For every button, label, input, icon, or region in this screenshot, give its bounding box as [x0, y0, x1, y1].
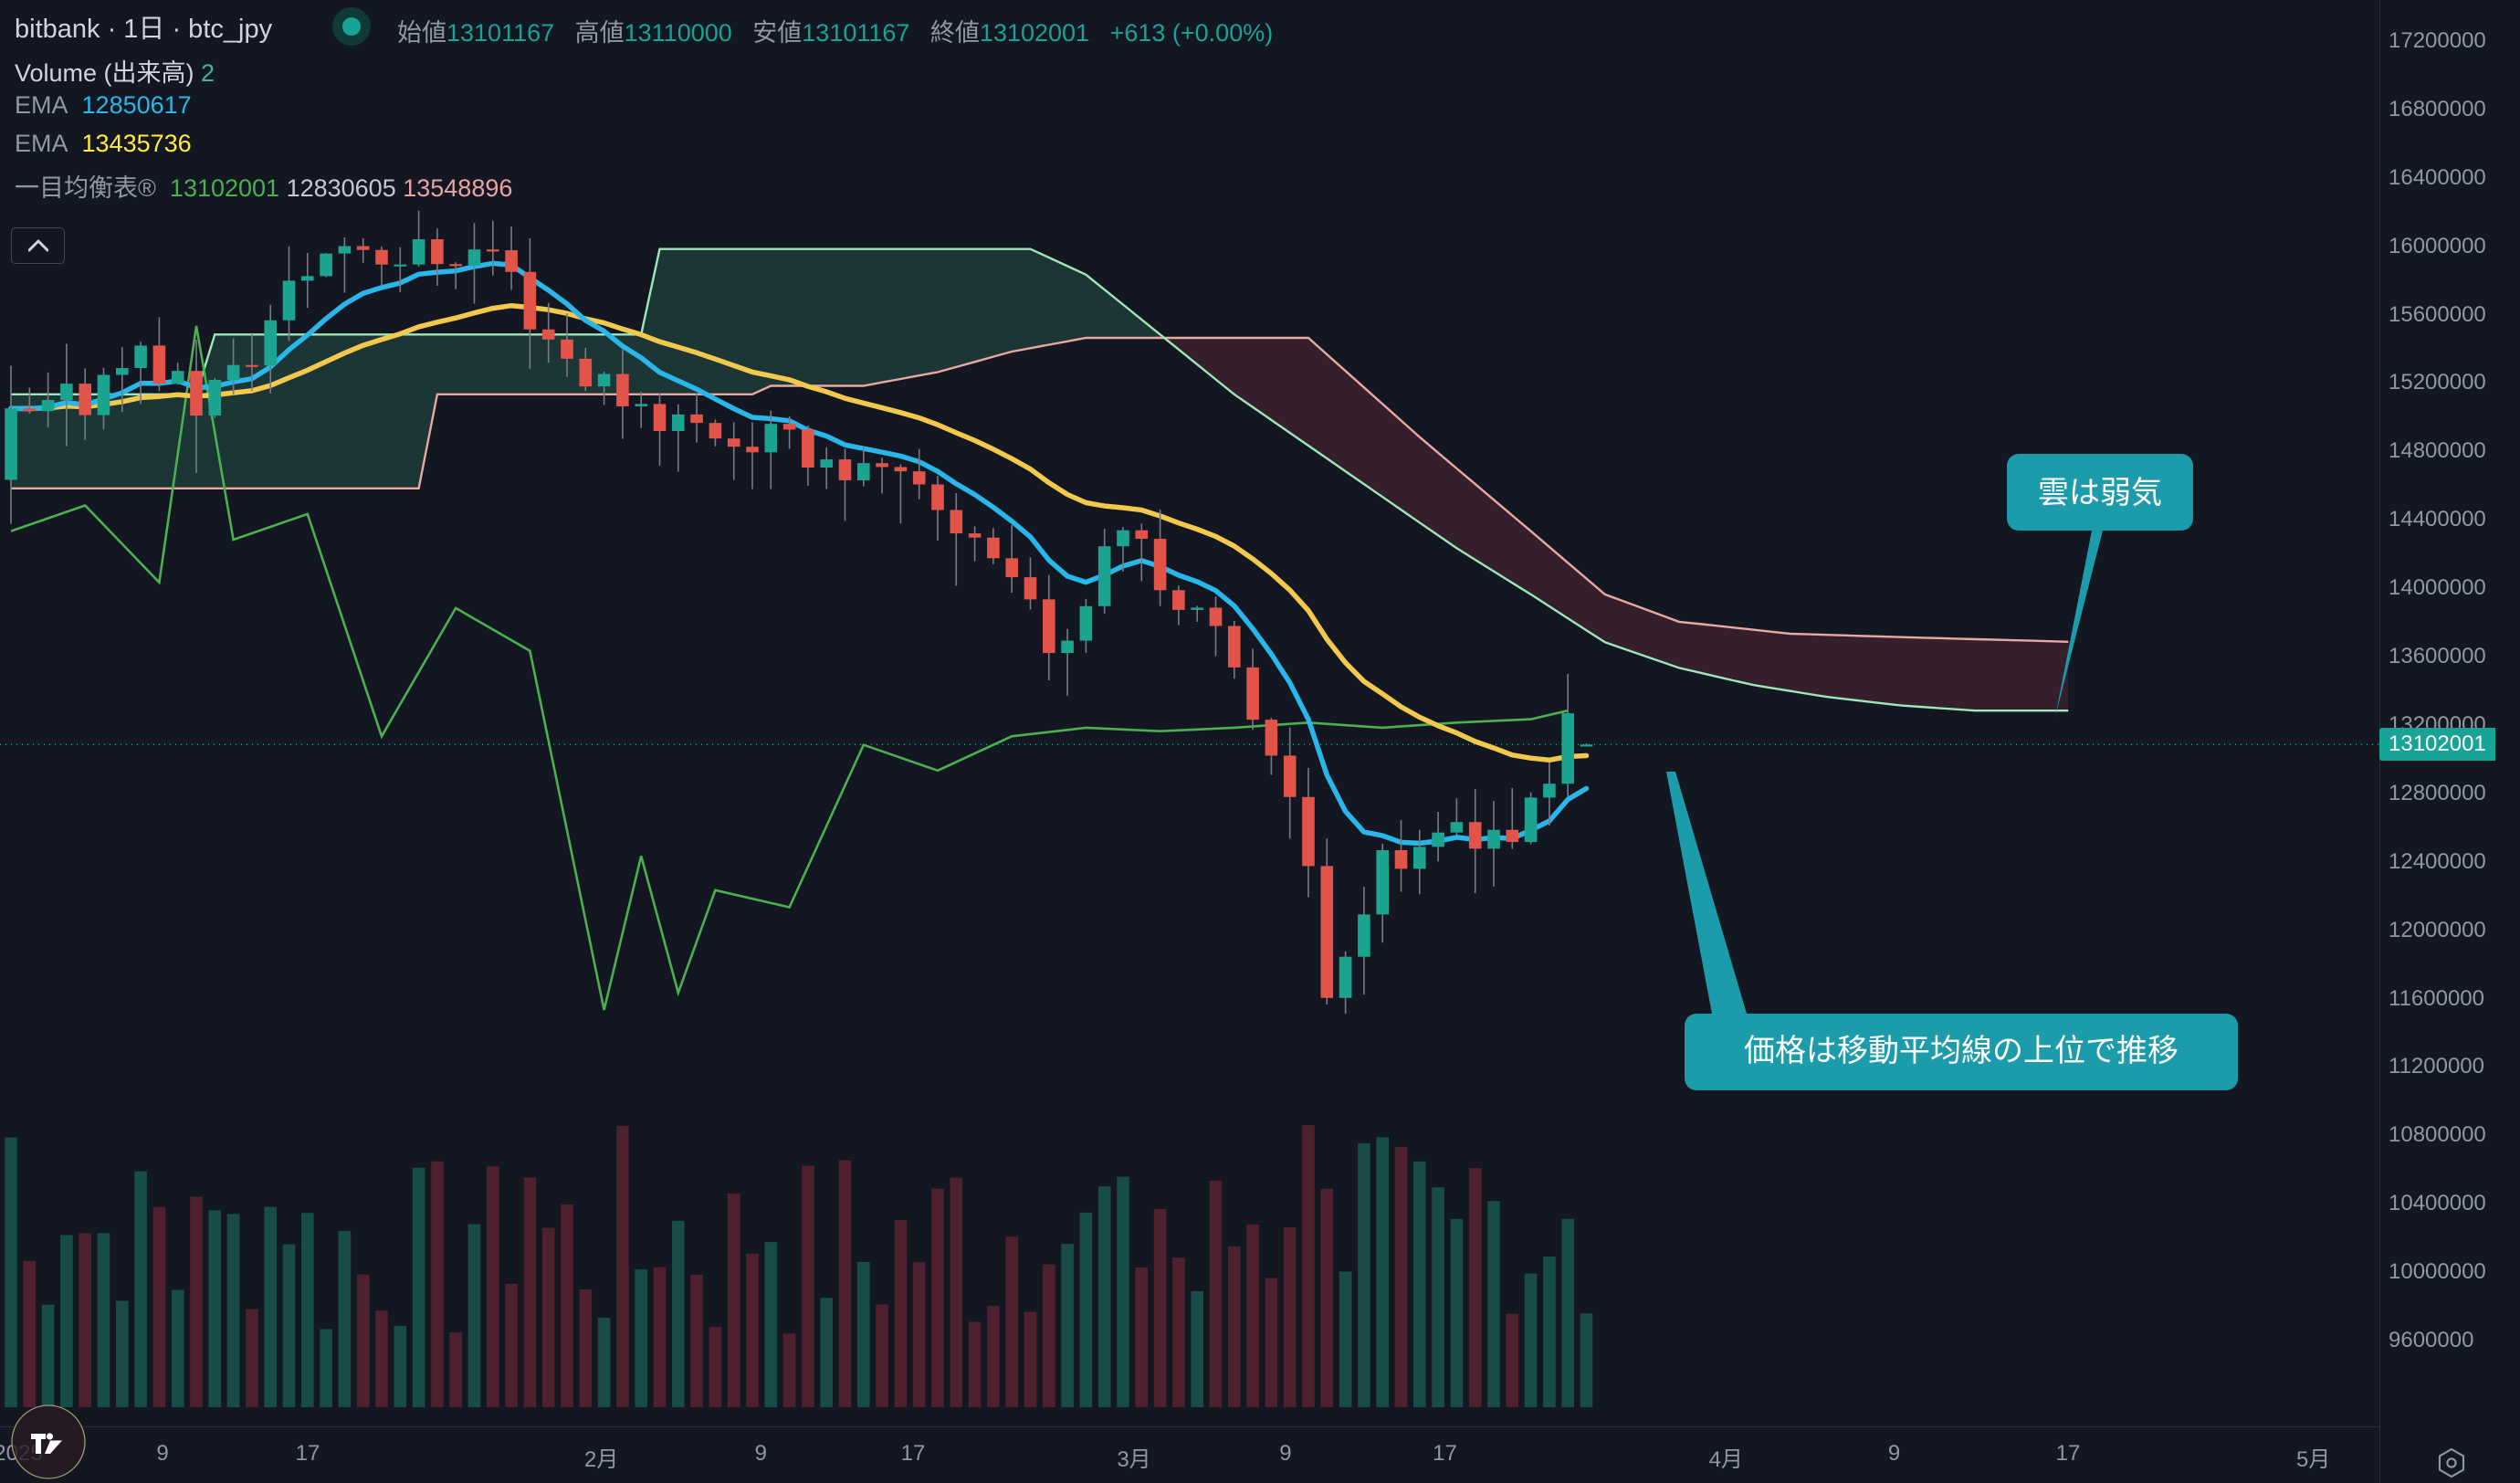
svg-text:雲は弱気: 雲は弱気 — [2038, 476, 2162, 510]
svg-text:価格は移動平均線の上位で推移: 価格は移動平均線の上位で推移 — [1744, 1034, 2179, 1068]
